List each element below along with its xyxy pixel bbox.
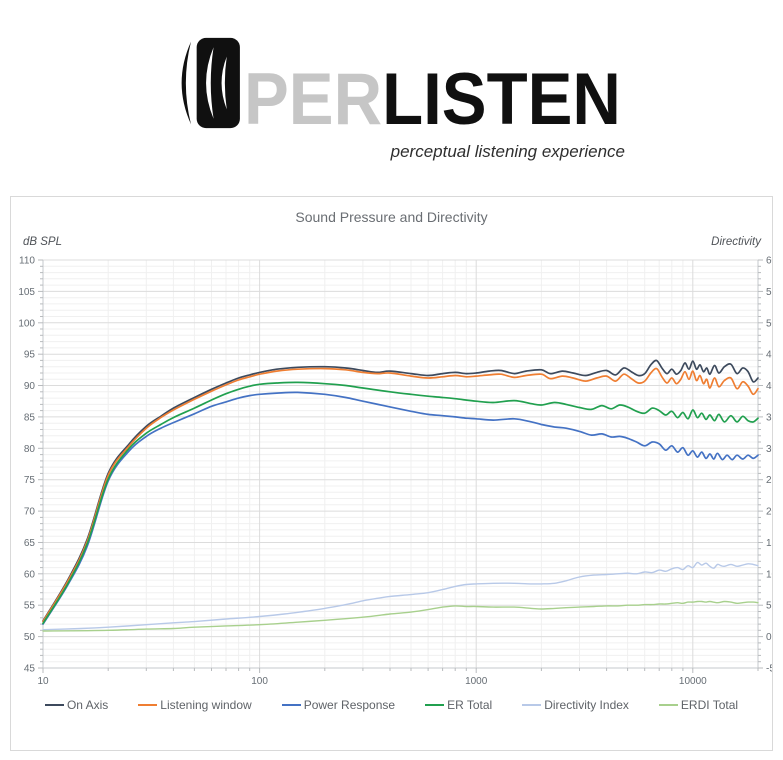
right-axis-tick-label: 30 [766, 444, 772, 455]
left-axis-tick-label: 50 [24, 632, 36, 643]
x-axis-tick-label: 10000 [679, 676, 707, 687]
axis-ticks [38, 259, 763, 673]
series-line-power-response [42, 391, 759, 625]
right-axis-tick-label: 15 [766, 538, 772, 549]
legend-label: ERDI Total [680, 698, 739, 712]
left-axis-tick-label: 45 [24, 664, 36, 675]
series-line-listening-window [42, 367, 759, 623]
right-axis-tick-label: 45 [766, 350, 772, 361]
right-axis-tick-label: 50 [766, 318, 772, 329]
legend-line-swatch [138, 704, 158, 706]
right-axis-tick-label: 35 [766, 412, 772, 423]
wordmark: PERLISTEN [244, 63, 621, 136]
legend-label: On Axis [66, 698, 109, 712]
series-lines [42, 359, 759, 632]
left-axis-tick-label: 75 [24, 475, 36, 486]
tagline: perceptual listening experience [390, 142, 625, 161]
left-axis-tick-label: 85 [24, 412, 36, 423]
x-axis-tick-label: 10 [37, 676, 49, 687]
right-axis-tick-label: 25 [766, 475, 772, 486]
x-axis-tick-label: 100 [251, 676, 268, 687]
x-axis-tick-label: 1000 [465, 676, 488, 687]
legend-label: Power Response [303, 698, 396, 712]
axis-tick-labels: 1101051009590858075706560555045605550454… [18, 256, 772, 688]
right-axis-tick-label: 55 [766, 287, 772, 298]
legend-item-listening-window[interactable]: Listening window [138, 698, 252, 712]
major-gridlines [43, 259, 758, 668]
left-axis-tick-label: 105 [18, 287, 35, 298]
minor-gridlines [43, 260, 758, 668]
chart-plot: 1101051009590858075706560555045605550454… [18, 256, 772, 688]
right-axis-tick-label: 5 [766, 601, 772, 612]
left-axis-tick-label: 110 [19, 256, 35, 267]
right-axis-tick-label: 20 [766, 507, 772, 518]
right-axis-tick-label: 10 [766, 569, 772, 580]
right-axis-tick-label: 60 [766, 256, 772, 267]
left-axis-tick-label: 100 [18, 318, 35, 329]
right-axis-tick-label: 40 [766, 381, 772, 392]
series-line-erdi-total [42, 600, 759, 632]
legend-line-swatch [425, 704, 445, 706]
legend-item-er-total[interactable]: ER Total [425, 698, 492, 712]
legend-line-swatch [522, 704, 542, 706]
speaker-icon [181, 37, 240, 129]
legend-item-directivity-index[interactable]: Directivity Index [522, 698, 629, 712]
wordmark-listen: LISTEN [382, 59, 621, 140]
left-axis-tick-label: 70 [24, 507, 36, 518]
left-axis-tick-label: 60 [24, 569, 36, 580]
legend-item-on-axis[interactable]: On Axis [44, 698, 109, 712]
right-axis-tick-label: 0 [766, 632, 772, 643]
legend-line-swatch [44, 704, 64, 706]
legend-item-erdi-total[interactable]: ERDI Total [658, 698, 739, 712]
series-line-on-axis [42, 359, 759, 622]
perlisten-logo: PERLISTEN perceptual listening experienc… [0, 0, 783, 180]
right-axis-title: Directivity [711, 236, 761, 248]
left-axis-tick-label: 65 [24, 538, 36, 549]
left-axis-title: dB SPL [23, 236, 62, 248]
legend-item-power-response[interactable]: Power Response [281, 698, 396, 712]
series-line-er-total [42, 381, 759, 625]
left-axis-tick-label: 80 [24, 444, 36, 455]
left-axis-tick-label: 55 [24, 601, 36, 612]
legend-line-swatch [281, 704, 301, 706]
legend-label: ER Total [447, 698, 493, 712]
legend-label: Listening window [160, 698, 252, 712]
axis-lines [42, 260, 759, 669]
legend-label: Directivity Index [544, 698, 629, 712]
wordmark-per: PER [244, 59, 383, 140]
chart-card: Sound Pressure and Directivity dB SPL Di… [10, 196, 773, 751]
legend-line-swatch [658, 704, 678, 706]
series-line-directivity-index [42, 561, 759, 631]
left-axis-tick-label: 90 [24, 381, 36, 392]
left-axis-tick-label: 95 [24, 350, 36, 361]
right-axis-tick-label: -5 [766, 664, 772, 675]
chart-title: Sound Pressure and Directivity [295, 209, 488, 225]
chart-legend: On Axis Listening window Power Response ER … [11, 698, 772, 712]
